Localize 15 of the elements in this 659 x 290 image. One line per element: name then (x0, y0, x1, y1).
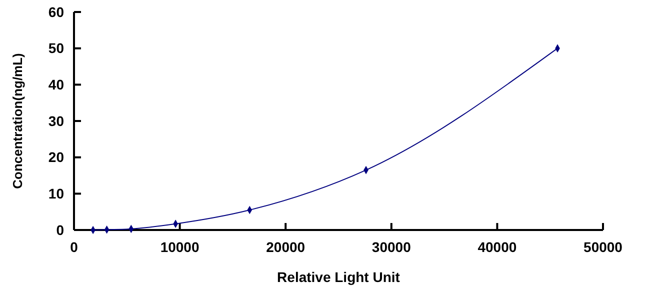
x-tick-label: 10000 (160, 239, 200, 255)
y-axis-title: Concentration(ng/mL) (10, 53, 25, 189)
x-tick-label: 50000 (584, 239, 623, 255)
y-tick-label: 40 (48, 76, 64, 93)
y-tick-label: 60 (48, 4, 64, 20)
y-tick-label: 20 (48, 149, 64, 166)
y-tick-label: 10 (48, 186, 64, 202)
y-tick-label: 30 (48, 112, 64, 129)
y-tick-label: 0 (56, 222, 64, 238)
x-tick-label: 0 (70, 239, 78, 255)
y-tick-label: 50 (48, 40, 64, 56)
x-tick-label: 40000 (478, 239, 517, 255)
x-tick-label: 20000 (266, 239, 306, 255)
x-axis-title: Relative Light Unit (277, 269, 400, 285)
x-tick-label: 30000 (372, 239, 412, 255)
